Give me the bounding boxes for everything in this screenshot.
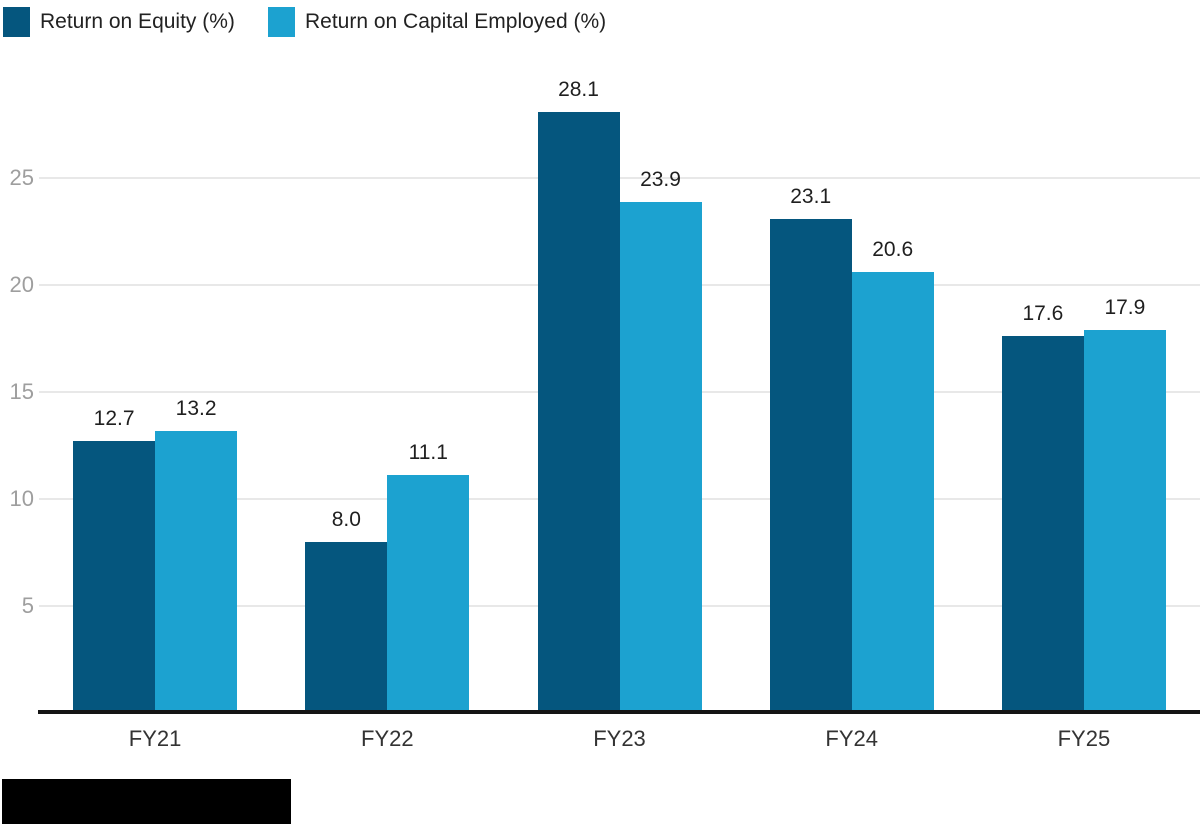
value-label-roe-fy24: 23.1 (790, 184, 832, 208)
bar-roce-fy22[interactable] (387, 475, 470, 713)
y-axis-tick-label-15: 15 (9, 379, 34, 404)
bar-roce-fy23[interactable] (619, 201, 702, 713)
legend-label-roce: Return on Capital Employed (%) (305, 9, 607, 33)
y-axis-tick-label-5: 5 (21, 593, 34, 618)
value-label-roe-fy21: 12.7 (93, 407, 135, 431)
bar-roce-fy21[interactable] (155, 430, 238, 713)
value-label-roce-fy22: 11.1 (408, 441, 448, 465)
roce-legend-swatch-icon (268, 6, 295, 37)
legend-item-return-on-equity[interactable]: Return on Equity (%) (3, 6, 235, 37)
y-axis-tick-label-20: 20 (9, 272, 34, 297)
x-axis-label-fy23: FY23 (593, 726, 646, 751)
bar-roce-fy24[interactable] (851, 272, 934, 713)
value-label-roe-fy23: 28.1 (558, 77, 599, 101)
bar-roe-fy25[interactable] (1001, 336, 1084, 713)
legend-label-roe: Return on Equity (%) (40, 9, 235, 33)
redaction-box (2, 779, 291, 824)
x-axis-line (38, 710, 1200, 714)
roe-legend-swatch-icon (3, 6, 30, 37)
value-label-roce-fy25: 17.9 (1104, 295, 1146, 319)
value-label-roce-fy23: 23.9 (640, 167, 681, 191)
y-axis-tick-label-25: 25 (9, 165, 34, 190)
bar-roe-fy21[interactable] (73, 441, 156, 713)
bar-roe-fy24[interactable] (769, 218, 852, 713)
value-label-roce-fy21: 13.2 (175, 396, 217, 420)
value-label-roce-fy24: 20.6 (872, 238, 914, 262)
x-axis-label-fy21: FY21 (128, 726, 182, 751)
value-label-roe-fy25: 17.6 (1022, 302, 1064, 326)
value-label-roe-fy22: 8.0 (331, 507, 361, 531)
legend-item-return-on-capital-employed[interactable]: Return on Capital Employed (%) (268, 6, 606, 37)
bar-roce-fy25[interactable] (1083, 329, 1166, 713)
y-axis-tick-label-10: 10 (9, 486, 34, 511)
x-axis-label-fy25: FY25 (1057, 726, 1111, 751)
gridline-25 (39, 177, 1200, 179)
bar-roe-fy23[interactable] (537, 111, 620, 713)
bar-roe-fy22[interactable] (305, 541, 388, 713)
x-axis-label-fy22: FY22 (361, 726, 414, 751)
x-axis-label-fy24: FY24 (825, 726, 878, 751)
